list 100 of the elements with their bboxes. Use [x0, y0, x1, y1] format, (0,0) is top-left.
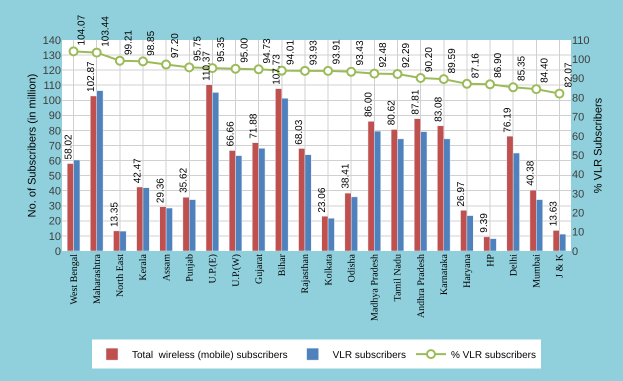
y-tick-label: 30: [48, 200, 61, 213]
y-axis-title: No. of Subscribers (in million): [26, 74, 38, 218]
point: [230, 64, 241, 74]
y2-tick-label: 60: [572, 130, 584, 143]
data-label: 42.47: [132, 158, 144, 184]
point: [531, 84, 542, 94]
point: [554, 88, 564, 99]
data-label: 86.00: [363, 92, 374, 118]
y-tick-label: 50: [48, 170, 61, 182]
point: [508, 82, 518, 92]
x-tick-label: J & K: [554, 253, 566, 278]
y-tick-label: 10: [48, 230, 61, 243]
y-tick-label: 0: [54, 246, 61, 258]
x-tick-label: Delhi: [508, 254, 520, 276]
x-tick-label: Bihar: [277, 253, 288, 276]
point: [485, 79, 496, 90]
y-tick-label: 140: [42, 34, 61, 47]
data-label: 95.35: [216, 36, 227, 62]
y2-tick-label: 20: [572, 207, 584, 220]
data-label: 84.40: [540, 57, 551, 83]
x-tick-label: Haryana: [462, 253, 474, 288]
data-label: 13.35: [109, 202, 120, 228]
point: [114, 56, 125, 66]
data-label: 76.19: [502, 107, 514, 133]
data-label: 13.63: [548, 200, 560, 226]
data-label: 29.36: [156, 178, 167, 204]
data-label: 86.90: [493, 52, 504, 78]
data-label: 80.62: [386, 100, 398, 126]
y-tick-label: 90: [48, 110, 61, 122]
legend-label: VLR subscribers: [332, 350, 406, 362]
y-tick-label: 20: [48, 216, 61, 228]
y2-tick-label: 0: [572, 246, 578, 258]
y-tick-label: 130: [42, 50, 61, 62]
y2-tick-label: 90: [572, 73, 584, 86]
point: [346, 66, 356, 77]
data-label: 87.16: [470, 52, 482, 78]
x-tick-label: Rajasthan: [300, 254, 312, 294]
data-label: 93.43: [354, 40, 366, 66]
x-tick-label: West Bengal: [68, 254, 80, 305]
point: [184, 62, 194, 72]
x-tick-label: Mumbai: [532, 254, 543, 288]
x-tick-label: Gujarat: [254, 254, 265, 284]
x-tick-label: Kolkata: [323, 253, 334, 286]
y-tick-label: 70: [48, 140, 61, 152]
y-tick-label: 80: [48, 125, 61, 138]
y2-tick-label: 40: [572, 169, 584, 182]
x-tick-label: Punjab: [184, 254, 196, 282]
point: [416, 72, 426, 83]
y-tick-label: 60: [48, 155, 61, 168]
data-label: 40.38: [525, 160, 536, 186]
point: [369, 68, 380, 79]
y2-tick-label: 110: [572, 34, 590, 47]
x-tick-label: Kerala: [138, 253, 150, 281]
x-tick-label: Madhya Pradesh: [370, 254, 381, 321]
data-label: 89.59: [447, 48, 458, 74]
point: [68, 46, 79, 56]
data-label: 102.87: [86, 60, 98, 92]
data-label: 94.73: [262, 38, 273, 64]
x-tick-label: U.P.(W): [230, 254, 242, 287]
x-tick-label: Maharashtra: [92, 253, 103, 304]
point: [392, 68, 402, 79]
data-label: 9.39: [478, 212, 490, 233]
point: [438, 74, 449, 84]
y-tick-label: 40: [48, 186, 61, 198]
data-label: 93.93: [308, 40, 320, 66]
data-label: 92.48: [378, 42, 390, 68]
data-label: 38.41: [340, 163, 352, 189]
point: [254, 64, 264, 74]
y-tick-label: 110: [43, 80, 61, 92]
y-tick-label: 100: [42, 95, 61, 108]
y2-tick-label: 80: [572, 92, 584, 104]
data-label: 97.20: [170, 32, 182, 58]
data-label: 87.81: [410, 89, 422, 115]
point: [161, 60, 172, 70]
data-label: 66.66: [225, 120, 236, 146]
point: [138, 56, 148, 66]
data-label: 99.21: [124, 30, 135, 56]
data-label: 83.08: [433, 96, 444, 122]
data-label: 98.85: [146, 30, 158, 56]
y-tick-label: 120: [42, 64, 61, 77]
data-label: 95.00: [239, 37, 250, 63]
data-label: 26.97: [456, 181, 467, 207]
data-label: 23.06: [317, 187, 328, 213]
y2-tick-label: 10: [572, 226, 584, 239]
data-label: 94.01: [286, 40, 297, 65]
x-tick-label: North East: [115, 254, 126, 298]
x-tick-label: Assam: [161, 254, 172, 282]
point: [92, 48, 102, 58]
legend-label: Total wireless (mobile) subscribers: [132, 350, 288, 362]
data-label: 95.75: [192, 36, 204, 62]
x-tick-label: U.P.(E): [208, 254, 219, 284]
point: [323, 66, 334, 76]
data-label: 93.91: [332, 38, 343, 64]
y2-tick-label: 100: [572, 54, 590, 66]
data-label: 110.37: [202, 50, 213, 81]
y2-axis-title: % VLR Subscribers: [592, 97, 605, 194]
data-label: 103.44: [100, 16, 112, 47]
x-tick-label: Odisha: [346, 253, 358, 282]
x-tick-label: Karnataka: [439, 253, 450, 296]
data-label: 90.20: [424, 46, 436, 72]
